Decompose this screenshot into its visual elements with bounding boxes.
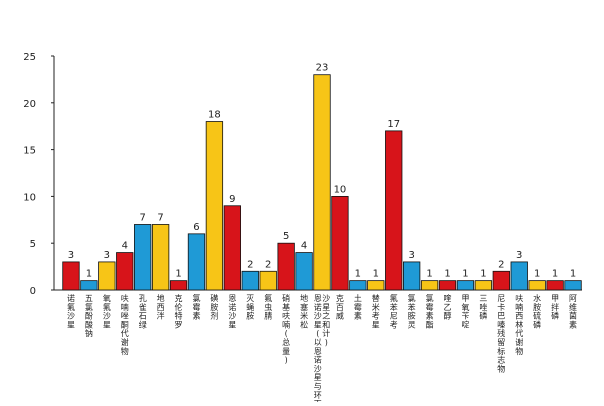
bar-value-label: 1 [86,269,92,280]
bar-value-label: 1 [175,269,181,280]
x-tick-label: 甲氧苄啶 [461,294,469,329]
x-tick-label: 三唑磷 [479,294,487,321]
bar-series [62,74,582,291]
x-tick-label: 氟苯尼考 [390,293,398,329]
bar-value-label: 1 [480,269,486,280]
bar-1 [62,261,80,291]
y-tick-label: 10 [23,192,36,203]
bar-value-label: 3 [408,250,414,261]
x-tick-label: 克伦特罗 [175,294,183,329]
bar-value-label: 1 [426,269,432,280]
bar-16 [331,195,349,291]
bar-value-label: 23 [316,63,329,74]
x-tick-label: 土霉素 [354,293,362,321]
bar-value-label: 1 [462,269,468,280]
x-tick-label: 呋喃唑酮代谢物 [121,293,129,356]
bar-4 [116,252,134,291]
bar-28 [546,280,564,291]
x-tick-label: 灭蝇胺 [246,294,254,321]
bar-12 [259,270,277,291]
bar-10 [223,205,241,291]
bar-23 [456,280,475,291]
bar-19 [385,130,403,291]
x-tick-label: 水胺硫磷 [533,293,541,329]
bar-value-label: 9 [229,194,235,205]
bar-value-label: 17 [387,119,400,130]
y-tick-label: 25 [23,52,36,63]
bar-17 [349,280,367,291]
y-tick-label: 20 [23,99,36,110]
bar-value-label: 3 [516,250,522,261]
x-tick-label: 恩诺沙星 [228,294,236,329]
x-tick-label: 诺氟沙星 [67,293,75,329]
x-tick-label: 氧氟沙星 [103,293,111,329]
bar-value-label: 1 [534,269,540,280]
x-tick-label: 恩诺沙星(以恩诺沙星与环丙沙星之和计) [314,294,331,402]
x-tick-label: 氯苯胺灵 [408,293,416,329]
bar-8 [187,233,206,291]
x-tick-label: 地塞米松 [300,293,308,329]
bar-value-label: 6 [193,222,199,233]
bar-value-label: 3 [68,250,74,261]
x-tick-label: 甲拌磷 [551,294,559,321]
y-tick-label: 15 [23,146,36,157]
bar-value-label: 7 [140,212,146,223]
bar-24 [474,280,493,291]
bar-6 [151,224,170,291]
x-tick-label: 克百威 [336,294,344,321]
bar-13 [277,242,295,291]
x-tick-label: 孔雀石绿 [139,294,147,329]
y-tick-label: 0 [30,286,36,297]
bar-value-label: 2 [247,259,253,270]
x-tick-label: 磺胺剂 [210,293,218,321]
bar-2 [80,280,98,291]
bar-25 [492,270,510,291]
bar-value-label: 10 [334,184,347,195]
bar-3 [98,261,116,291]
bar-21 [420,280,439,291]
x-tick-labels: 诺氟沙星 五氯酚酸钠 氧氟沙星 呋喃唑酮代谢物 孔雀石绿 地西泮 克伦特罗 氯霉素 磺胺剂 恩诺沙… [67,293,577,406]
bar-15 [313,74,331,291]
bar-value-label: 1 [570,269,576,280]
bar-5 [134,224,152,291]
bar-value-label: 2 [265,259,271,270]
x-tick-label: 尼卡巴嗪残留标志物 [497,294,505,373]
bar-value-label: 18 [208,110,221,121]
x-tick-label: 替米考星 [372,293,380,329]
bar-value-label: 7 [157,212,163,223]
bar-14 [295,252,313,291]
x-tick-label: 地西泮 [157,293,165,321]
bar-value-label: 4 [301,241,307,252]
bar-value-label: 1 [355,269,361,280]
x-tick-label: 硝基呋喃(总量) [282,293,290,365]
bar-22 [438,280,457,291]
bar-27 [528,280,546,291]
bar-value-label: 4 [122,241,128,252]
bar-26 [510,261,528,291]
bar-18 [367,280,385,291]
x-tick-label: 呋喃西林代谢物 [515,293,523,356]
bar-value-label: 3 [104,250,110,261]
x-tick-label: 氟虫腈 [264,293,272,321]
bar-value-label: 1 [444,269,450,280]
bar-29 [564,280,582,291]
bar-9 [205,121,224,291]
bar-value-label: 5 [283,231,289,242]
bar-value-label: 1 [552,269,558,280]
x-tick-label: 氯霉素酯 [426,293,434,329]
bar-11 [241,270,259,291]
y-tick-label: 5 [30,239,36,250]
x-tick-label: 五氯酚酸钠 [85,294,93,338]
bar-value-label: 1 [373,269,379,280]
bar-20 [403,261,421,291]
bar-value-label: 2 [498,259,504,270]
x-tick-label: 氯霉素 [192,293,200,321]
x-tick-label: 喹乙醇 [444,293,452,321]
x-tick-label: 阿维菌素 [569,294,577,329]
bar-7 [169,280,188,291]
